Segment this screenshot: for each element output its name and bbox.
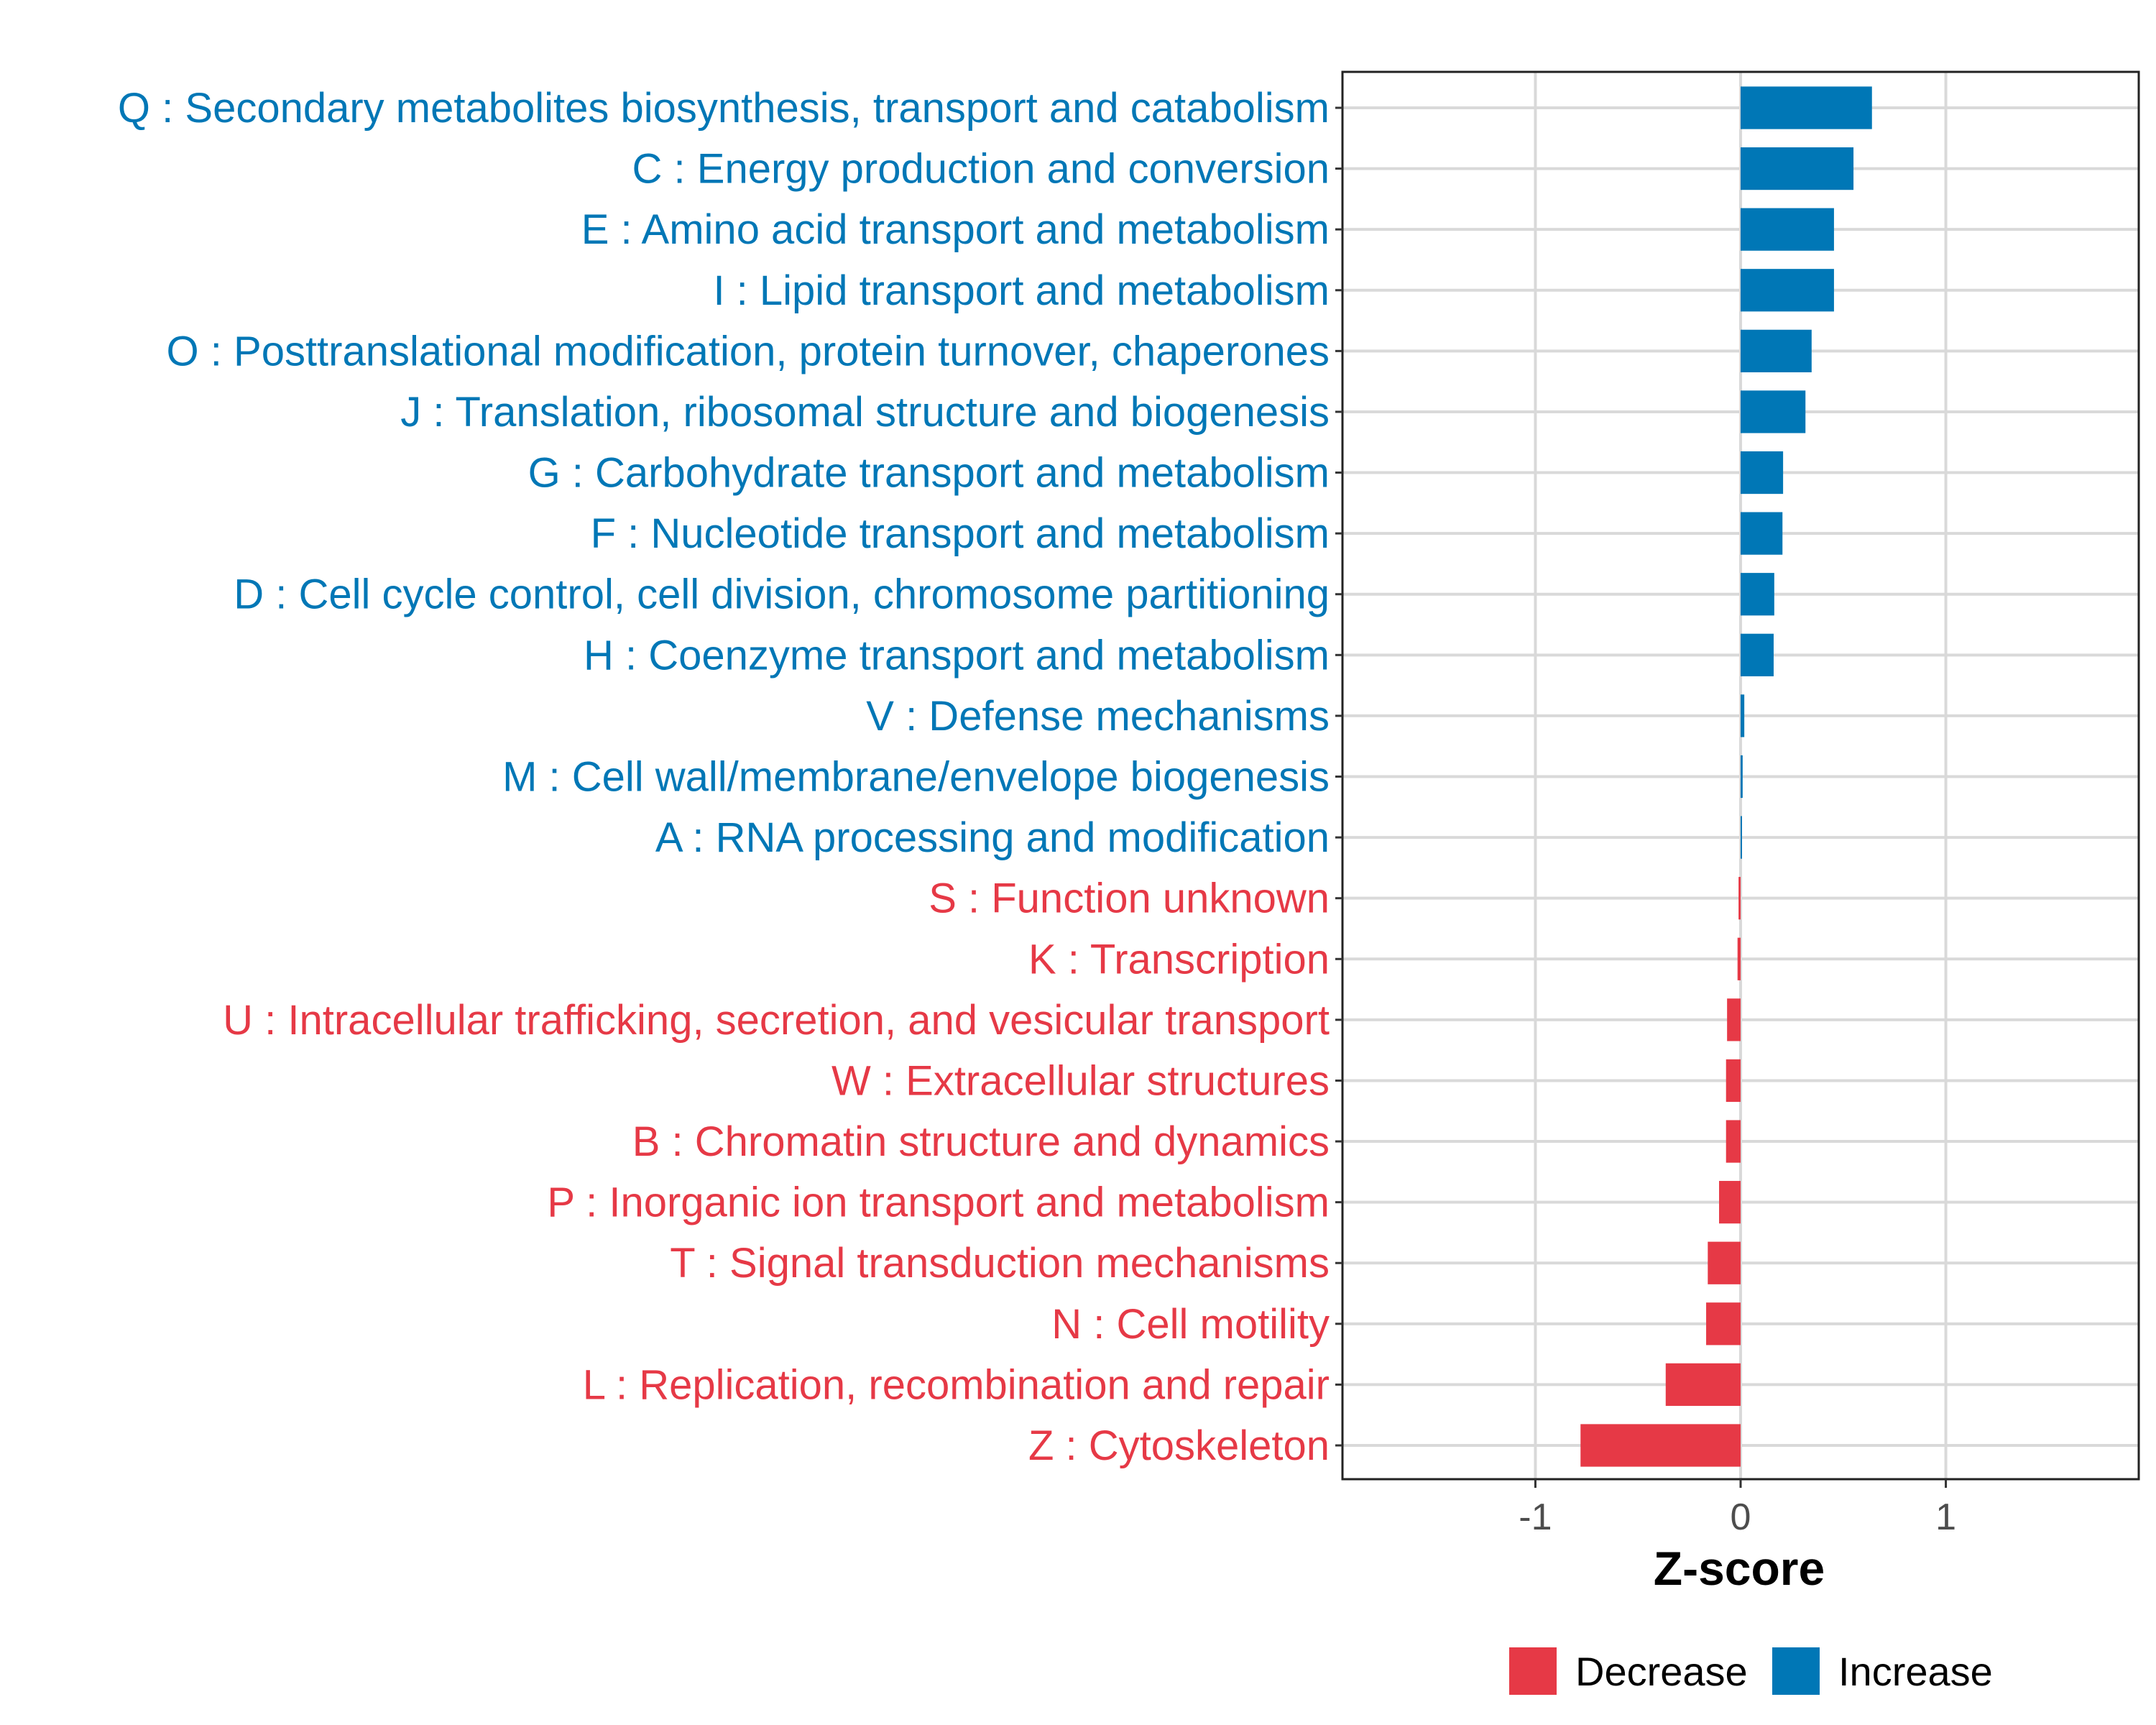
y-tick-label: A : RNA processing and modification — [655, 814, 1330, 861]
x-axis-ticks: -1 0 1 — [1519, 1479, 1956, 1538]
y-tick-label: V : Defense mechanisms — [866, 693, 1330, 740]
x-tick-label: -1 — [1519, 1496, 1552, 1538]
y-tick-label: D : Cell cycle control, cell division, c… — [234, 571, 1330, 618]
bar — [1726, 1120, 1741, 1163]
y-tick-label: N : Cell motility — [1051, 1301, 1330, 1348]
x-tick-label: 0 — [1731, 1496, 1751, 1538]
bar — [1741, 329, 1812, 372]
x-tick-label: 1 — [1935, 1496, 1956, 1538]
y-tick-label: I : Lipid transport and metabolism — [713, 267, 1330, 314]
y-tick-label: P : Inorganic ion transport and metaboli… — [547, 1179, 1330, 1226]
bars — [1580, 86, 1872, 1467]
bar — [1741, 269, 1834, 312]
bar — [1719, 1181, 1741, 1224]
legend-swatch-decrease — [1509, 1647, 1557, 1695]
bar — [1726, 1059, 1741, 1103]
bar — [1708, 1241, 1741, 1284]
bar — [1741, 390, 1806, 433]
x-axis-title: Z-score — [1654, 1542, 1825, 1595]
y-tick-label: J : Translation, ribosomal structure and… — [400, 389, 1330, 436]
y-tick-label: O : Posttranslational modification, prot… — [167, 328, 1330, 374]
bar — [1665, 1363, 1741, 1407]
bar — [1741, 573, 1774, 616]
y-tick-label: Z : Cytoskeleton — [1028, 1422, 1330, 1469]
bar — [1741, 755, 1743, 799]
bar — [1580, 1424, 1741, 1467]
y-axis-labels: Q : Secondary metabolites biosynthesis, … — [118, 85, 1342, 1469]
legend-label-increase: Increase — [1838, 1649, 1993, 1694]
bar — [1737, 937, 1741, 980]
bar — [1738, 877, 1741, 920]
bar — [1741, 147, 1854, 190]
y-tick-label: B : Chromatin structure and dynamics — [632, 1118, 1330, 1165]
y-tick-label: K : Transcription — [1028, 936, 1330, 983]
bar — [1741, 208, 1834, 251]
bar — [1741, 86, 1872, 129]
y-tick-label: H : Coenzyme transport and metabolism — [584, 632, 1330, 678]
legend-swatch-increase — [1772, 1647, 1820, 1695]
bar — [1741, 633, 1774, 676]
y-tick-label: M : Cell wall/membrane/envelope biogenes… — [502, 754, 1330, 801]
bar — [1741, 451, 1784, 494]
y-tick-label: C : Energy production and conversion — [632, 146, 1330, 193]
y-tick-label: U : Intracellular trafficking, secretion… — [223, 997, 1330, 1044]
bar — [1741, 816, 1742, 859]
bar — [1741, 694, 1745, 737]
legend-label-decrease: Decrease — [1575, 1649, 1748, 1694]
y-tick-label: T : Signal transduction mechanisms — [670, 1240, 1330, 1287]
bar — [1706, 1302, 1741, 1346]
y-tick-label: F : Nucleotide transport and metabolism — [591, 510, 1330, 557]
y-tick-label: E : Amino acid transport and metabolism — [581, 206, 1330, 253]
y-tick-label: W : Extracellular structures — [831, 1057, 1330, 1104]
y-tick-label: S : Function unknown — [929, 875, 1330, 922]
y-tick-label: L : Replication, recombination and repai… — [583, 1361, 1330, 1408]
legend: Decrease Increase — [1509, 1647, 1993, 1695]
bar — [1741, 512, 1783, 555]
bar — [1727, 998, 1741, 1041]
y-tick-label: Q : Secondary metabolites biosynthesis, … — [118, 85, 1330, 132]
y-tick-label: G : Carbohydrate transport and metabolis… — [528, 450, 1330, 497]
